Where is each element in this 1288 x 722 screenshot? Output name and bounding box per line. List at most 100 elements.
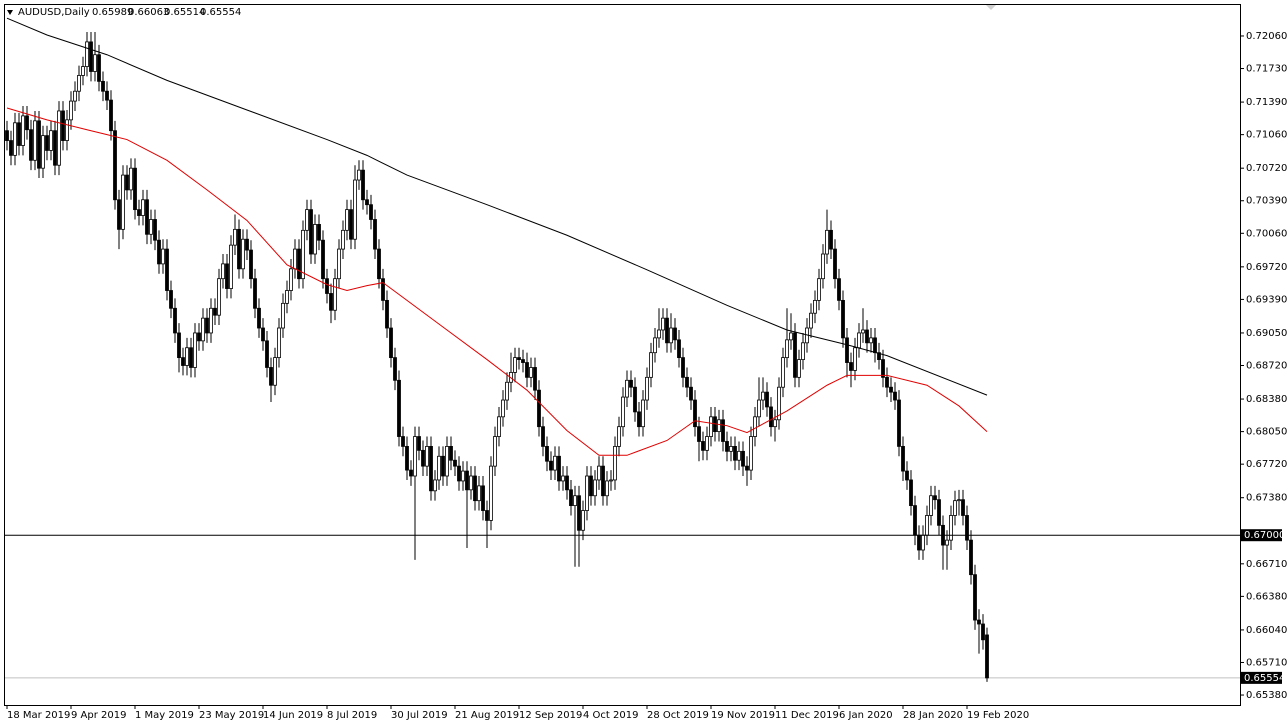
candle-body	[793, 332, 797, 378]
x-tick-label: 6 Jan 2020	[839, 710, 893, 721]
candle-body	[301, 229, 305, 280]
candle-body	[789, 332, 793, 341]
candle-body	[929, 495, 933, 516]
candle-body	[601, 465, 605, 497]
candle-body	[521, 359, 525, 363]
candle-body	[645, 376, 649, 401]
candle-body	[285, 290, 289, 304]
candle-body	[109, 99, 113, 132]
candle-body	[281, 302, 285, 329]
candle-body	[117, 199, 121, 230]
candle-body	[949, 515, 953, 541]
candle-body	[269, 367, 273, 386]
candle-body	[785, 339, 789, 359]
candle-body	[137, 209, 141, 216]
candle-body	[89, 41, 93, 72]
candle-body	[569, 489, 573, 507]
candle-body	[765, 391, 769, 408]
candle-body	[157, 239, 161, 265]
candle-body	[493, 436, 497, 467]
candle-body	[737, 450, 741, 461]
candle-body	[217, 278, 221, 316]
candle-body	[985, 634, 989, 679]
candle-body	[153, 219, 157, 241]
candle-body	[841, 299, 845, 339]
candle-body	[641, 399, 645, 428]
candle-body	[717, 419, 721, 433]
x-tick-label: 12 Sep 2019	[519, 710, 582, 721]
candle-body	[685, 376, 689, 388]
x-tick-label: 4 Oct 2019	[583, 710, 638, 721]
candle-body	[761, 391, 765, 401]
candle-body	[129, 167, 133, 191]
candle-body	[957, 499, 961, 502]
candle-body	[329, 293, 333, 311]
candle-body	[777, 386, 781, 421]
candle-body	[885, 376, 889, 388]
candle-body	[445, 446, 449, 477]
y-tick-label: 0.65380	[1246, 690, 1287, 701]
candle-body	[693, 399, 697, 428]
candle-body	[677, 339, 681, 359]
candle-body	[145, 199, 149, 235]
candle-body	[825, 229, 829, 255]
plot-frame	[4, 4, 1241, 706]
y-tick-label: 0.69390	[1246, 294, 1287, 305]
candle-body	[517, 357, 521, 360]
moving-average	[6, 17, 988, 396]
candle-body	[733, 446, 737, 461]
candle-body	[97, 54, 101, 82]
level-label: 0.67000	[1244, 530, 1285, 541]
candle-body	[289, 268, 293, 291]
candle-body	[513, 357, 517, 373]
candle-body	[945, 539, 949, 546]
candle-body	[361, 169, 365, 201]
x-tick-label: 21 Aug 2019	[455, 710, 519, 721]
candle-body	[293, 248, 297, 270]
x-tick-label: 14 Jun 2019	[263, 710, 323, 721]
candle-body	[669, 327, 673, 344]
candle-body	[709, 416, 713, 437]
candle-body	[245, 238, 249, 251]
candle-body	[861, 329, 865, 334]
open-value: 0.65989	[92, 7, 133, 18]
candle-body	[557, 455, 561, 482]
y-tick-label: 0.67720	[1246, 459, 1287, 470]
candle-body	[757, 399, 761, 418]
candle-body	[845, 337, 849, 363]
x-tick-label: 19 Feb 2020	[967, 710, 1029, 721]
y-tick-label: 0.70060	[1246, 228, 1287, 239]
candle-body	[749, 436, 753, 471]
candle-body	[173, 307, 177, 334]
candle-body	[549, 460, 553, 471]
candle-body	[817, 278, 821, 301]
candle-body	[61, 110, 65, 141]
candle-body	[489, 465, 493, 521]
candle-body	[101, 80, 105, 92]
y-tick-label: 0.70720	[1246, 163, 1287, 174]
candle-body	[5, 130, 9, 141]
candle-body	[881, 359, 885, 378]
candle-body	[869, 337, 873, 344]
candle-body	[305, 209, 309, 231]
candle-body	[917, 534, 921, 551]
candle-body	[113, 130, 117, 201]
x-tick-label: 9 Apr 2019	[71, 710, 126, 721]
y-tick-label: 0.66710	[1246, 559, 1287, 570]
candle-body	[237, 228, 241, 270]
candle-body	[529, 367, 533, 378]
candle-body	[481, 485, 485, 511]
candle-body	[541, 426, 545, 447]
candle-body	[801, 342, 805, 360]
candle-body	[321, 239, 325, 280]
candle-body	[185, 347, 189, 366]
candle-body	[261, 327, 265, 342]
candle-body	[313, 224, 317, 255]
candle-body	[241, 238, 245, 270]
bid-label-box	[1241, 671, 1282, 684]
menu-arrow[interactable]	[7, 10, 13, 15]
candle-body	[769, 406, 773, 428]
candle-body	[585, 475, 589, 511]
candle-body	[433, 479, 437, 492]
candle-body	[897, 399, 901, 447]
